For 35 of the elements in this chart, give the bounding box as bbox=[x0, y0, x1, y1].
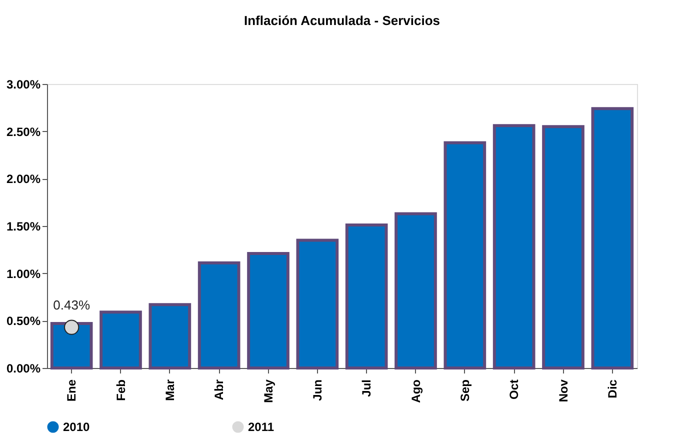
x-tick-label: Mar bbox=[162, 379, 177, 401]
chart-title: Inflación Acumulada - Servicios bbox=[244, 13, 440, 28]
x-tick-label: Oct bbox=[507, 380, 522, 400]
legend-label: 2011 bbox=[248, 420, 274, 434]
bar bbox=[345, 224, 388, 370]
bar bbox=[100, 310, 142, 370]
y-tick-label: 1.00% bbox=[6, 266, 41, 281]
x-tick-label: Jul bbox=[360, 380, 374, 397]
bar bbox=[542, 125, 584, 370]
bar bbox=[198, 261, 240, 370]
y-tick-label: 0.50% bbox=[6, 314, 41, 328]
x-tick-label: Sep bbox=[458, 380, 472, 402]
x-tick-label: Jun bbox=[310, 380, 324, 401]
x-tick-label: Nov bbox=[556, 379, 570, 402]
x-tick-label: Ago bbox=[408, 380, 423, 403]
bar bbox=[492, 124, 536, 370]
data-label: 0.43% bbox=[53, 297, 90, 312]
y-tick-label: 2.00% bbox=[6, 172, 41, 186]
y-tick-label: 1.50% bbox=[6, 220, 41, 234]
x-tick-label: Dic bbox=[605, 379, 620, 398]
bar bbox=[247, 252, 290, 370]
x-tick-label: Feb bbox=[114, 380, 128, 401]
bar bbox=[296, 238, 339, 370]
bar bbox=[148, 303, 192, 370]
bar bbox=[444, 141, 486, 370]
x-tick-label: Abr bbox=[212, 379, 226, 400]
x-tick-label: May bbox=[261, 379, 276, 403]
y-tick-label: 3.00% bbox=[6, 78, 41, 92]
y-tick-label: 2.50% bbox=[6, 124, 41, 139]
x-tick-label: Ene bbox=[64, 379, 79, 402]
bar bbox=[50, 322, 93, 370]
bar bbox=[591, 107, 634, 370]
legend-label: 2010 bbox=[63, 420, 90, 434]
bar bbox=[394, 212, 437, 370]
y-tick-label: 0.00% bbox=[6, 362, 41, 376]
